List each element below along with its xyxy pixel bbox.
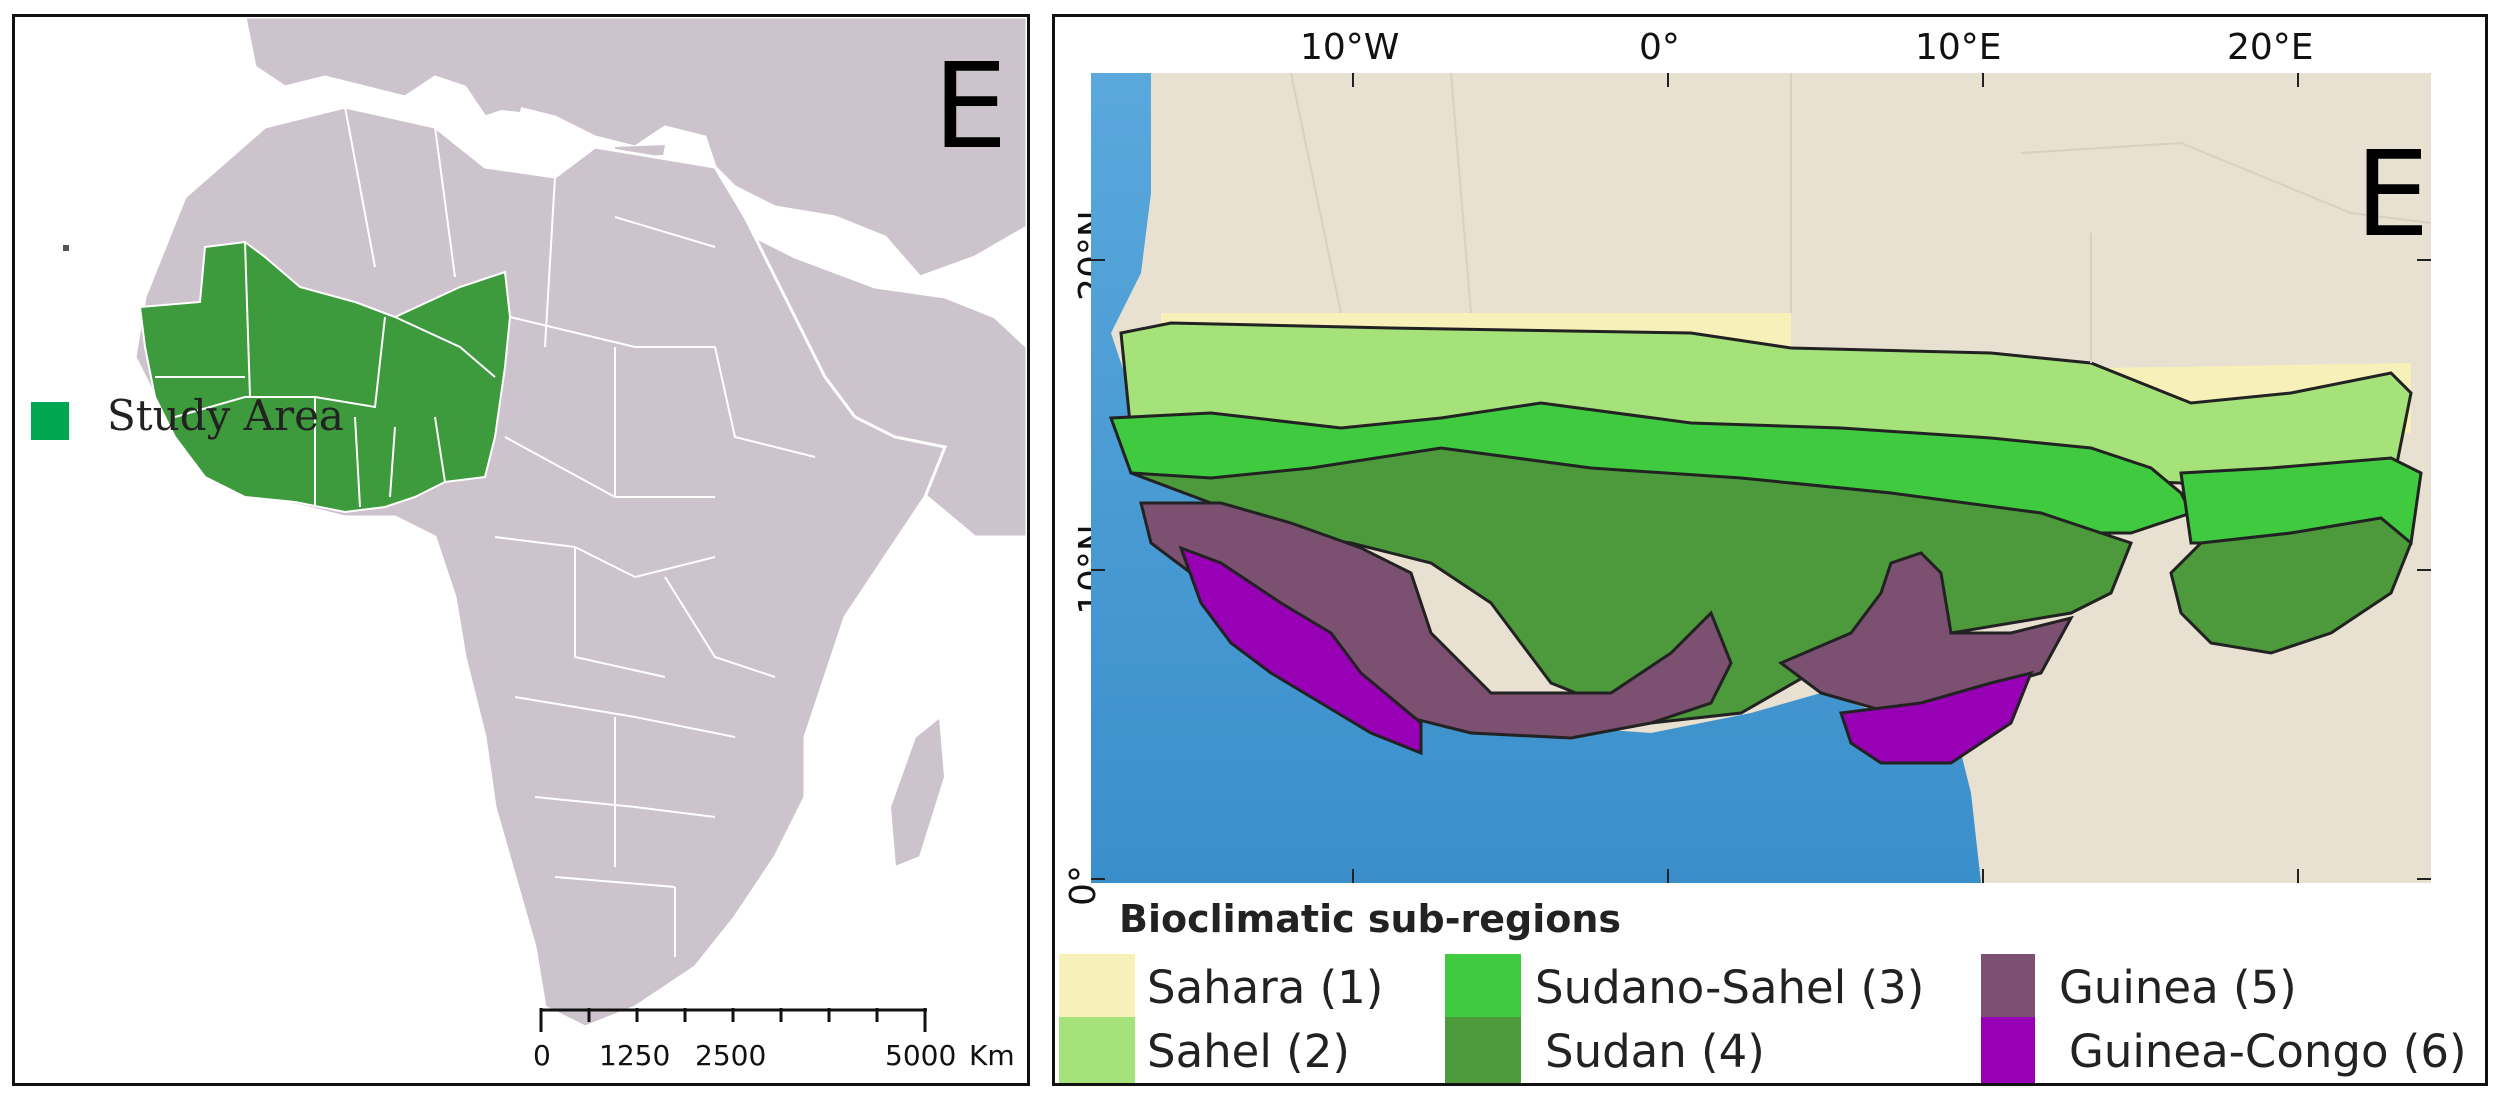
study-area-region xyxy=(138,240,512,514)
scale-tick-0: 0 xyxy=(533,1039,551,1072)
lon-label-10e: 10°E xyxy=(1915,27,2002,68)
study-area-label: Study Area xyxy=(107,391,344,440)
swatch-sahel xyxy=(1059,1017,1135,1083)
label-guinea: Guinea (5) xyxy=(2059,961,2297,1014)
study-area-swatch xyxy=(31,402,69,440)
country-borders xyxy=(344,106,816,957)
africa-map xyxy=(63,17,1027,1029)
lon-label-10w: 10°W xyxy=(1300,27,1400,68)
swatch-guinea xyxy=(1981,954,2035,1024)
lon-label-0: 0° xyxy=(1639,27,1680,68)
panel-letter: E xyxy=(933,37,1008,175)
swatch-sudano-sahel xyxy=(1445,954,1521,1024)
africa-land xyxy=(133,105,948,1029)
scale-tick-2500: 2500 xyxy=(695,1039,767,1072)
panel-letter: E xyxy=(2355,125,2430,263)
bioclimatic-panel: 10°W 0° 10°E 20°E 20°N 10°N 0° xyxy=(1052,14,2488,1086)
sicily xyxy=(485,87,525,112)
sardinia xyxy=(435,35,460,77)
graticule xyxy=(1091,73,2431,883)
scale-bar xyxy=(539,1008,927,1032)
political-borders xyxy=(1290,73,2431,363)
label-sahel: Sahel (2) xyxy=(1147,1025,1350,1078)
lon-label-20e: 20°E xyxy=(2227,27,2314,68)
scale-unit: Km xyxy=(969,1039,1015,1072)
label-sudan: Sudan (4) xyxy=(1545,1025,1765,1078)
swatch-sahara xyxy=(1059,954,1135,1024)
label-guinea-congo: Guinea-Congo (6) xyxy=(2069,1025,2467,1078)
africa-locator-panel: E Study Area 0 1250 2500 5000 Km xyxy=(12,14,1030,1086)
madagascar xyxy=(888,715,947,869)
scale-tick-5000: 5000 xyxy=(885,1039,957,1072)
legend-title: Bioclimatic sub-regions xyxy=(1119,897,1622,941)
label-sahara: Sahara (1) xyxy=(1147,961,1384,1014)
cape-verde-islands xyxy=(63,245,69,251)
label-sudano-sahel: Sudano-Sahel (3) xyxy=(1535,961,1925,1014)
region-guinea-congo-west xyxy=(1178,545,1423,756)
scale-tick-1250: 1250 xyxy=(599,1039,671,1072)
region-guinea-congo-east xyxy=(1838,670,2034,765)
swatch-sudan xyxy=(1445,1017,1521,1083)
swatch-guinea-congo xyxy=(1981,1017,2035,1083)
region-sudan-east xyxy=(2169,516,2413,655)
bioclimatic-map xyxy=(1091,73,2431,883)
study-area-borders xyxy=(155,241,496,508)
